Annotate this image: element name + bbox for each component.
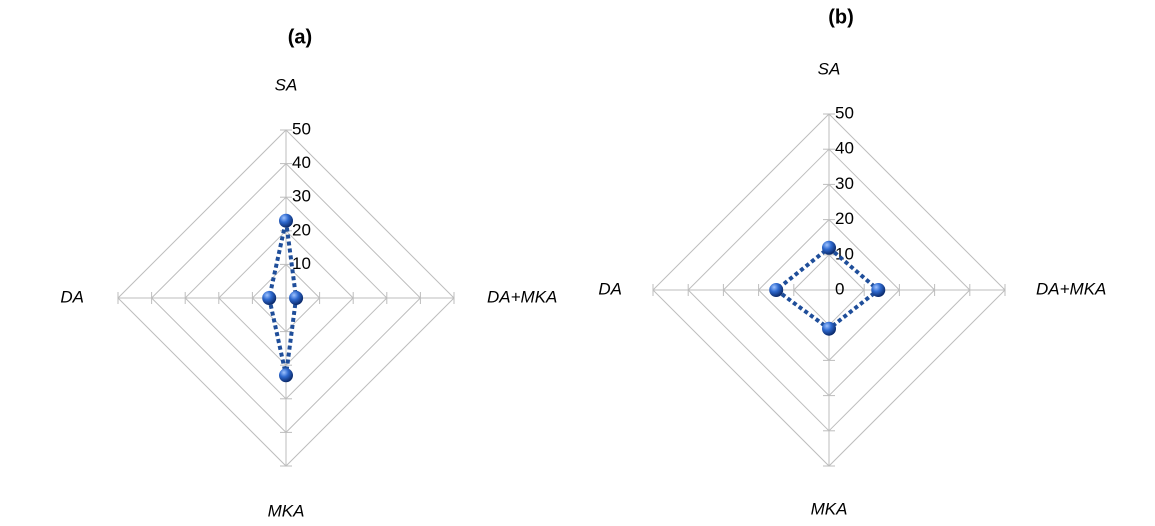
r-tick-label: 10 bbox=[292, 254, 311, 273]
r-tick-label: 0 bbox=[835, 279, 844, 298]
data-point bbox=[262, 291, 277, 305]
data-point bbox=[279, 213, 293, 228]
r-tick-label: 50 bbox=[835, 103, 854, 122]
category-label: DA+MKA bbox=[1036, 279, 1106, 298]
r-tick-label: 40 bbox=[292, 153, 311, 172]
data-point bbox=[279, 368, 293, 383]
data-point bbox=[769, 283, 784, 297]
category-label: DA bbox=[60, 287, 84, 306]
category-label: MKA bbox=[268, 501, 305, 520]
r-tick-label: 20 bbox=[292, 220, 311, 239]
data-point bbox=[822, 240, 836, 255]
data-point bbox=[871, 283, 886, 297]
chart-title: (a) bbox=[288, 26, 312, 48]
chart-title: (b) bbox=[828, 6, 854, 28]
data-point bbox=[289, 291, 304, 305]
r-tick-label: 30 bbox=[835, 174, 854, 193]
r-tick-label: 30 bbox=[292, 187, 311, 206]
data-point bbox=[822, 321, 836, 336]
r-tick-label: 50 bbox=[292, 119, 311, 138]
category-label: SA bbox=[818, 59, 841, 78]
r-tick-label: 20 bbox=[835, 209, 854, 228]
category-label: DA+MKA bbox=[487, 287, 557, 306]
category-label: SA bbox=[275, 75, 298, 94]
r-tick-label: 40 bbox=[835, 139, 854, 158]
category-label: MKA bbox=[811, 499, 848, 518]
category-label: DA bbox=[598, 279, 622, 298]
